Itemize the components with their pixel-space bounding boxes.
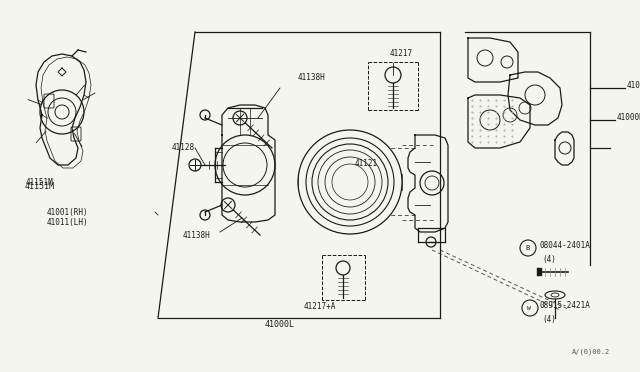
Text: A/(0)00.2: A/(0)00.2 [572,349,610,355]
FancyBboxPatch shape [537,268,542,276]
Text: 41121: 41121 [355,159,378,168]
Text: 41217: 41217 [390,49,413,58]
Text: 41138H: 41138H [298,73,326,82]
Text: 41151M: 41151M [26,178,54,187]
Text: B: B [525,245,529,251]
Text: (4): (4) [542,315,556,324]
Text: 41138H: 41138H [182,231,210,240]
Text: 41000K: 41000K [617,112,640,122]
Text: 41000L: 41000L [265,320,295,329]
Text: 08915-2421A: 08915-2421A [540,301,591,310]
Text: 41011(LH): 41011(LH) [47,218,88,227]
Text: 08044-2401A: 08044-2401A [539,241,590,250]
Text: 4108θK: 4108θK [627,80,640,90]
Text: 41001(RH): 41001(RH) [47,208,88,217]
Text: 41217+A: 41217+A [304,302,336,311]
Text: (4): (4) [542,255,556,264]
Text: 41151M: 41151M [25,182,55,191]
Text: 41128: 41128 [172,144,195,153]
Text: W: W [527,305,531,311]
